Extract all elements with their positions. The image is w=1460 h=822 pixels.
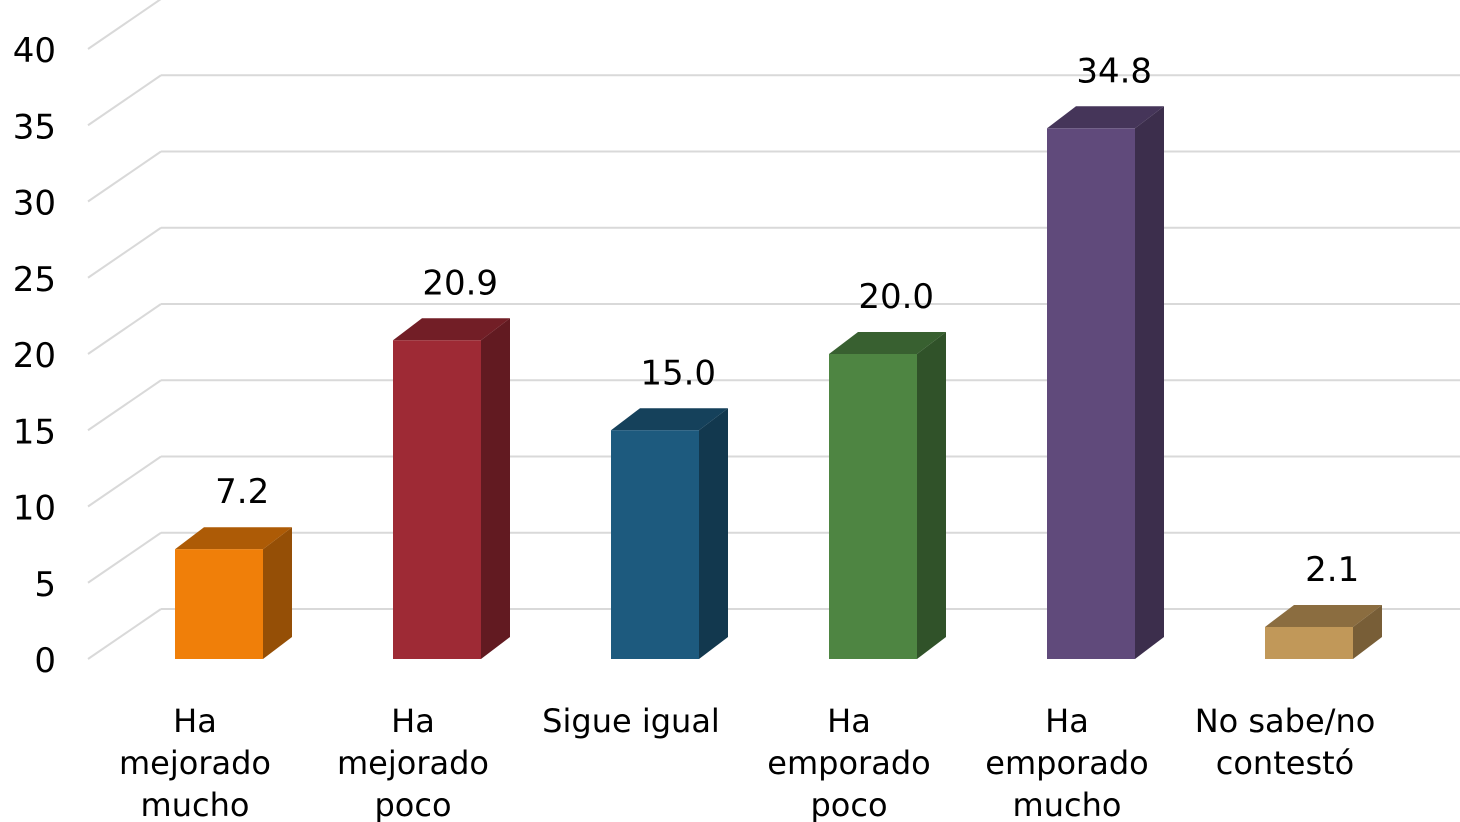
gridline-diagonal [87,0,162,50]
bars [175,106,1382,660]
x-axis: Ha mejorado mucho Ha mejorado poco Sigue igual… [119,702,1375,822]
gridline-diagonal [87,226,162,279]
bar-front [829,354,917,659]
x-tick-label: Sigue igual [542,702,720,740]
bar-front [393,340,481,659]
data-label: 20.0 [858,277,934,317]
x-tick-label: Ha mejorado mucho [119,702,271,822]
gridline-diagonal [87,379,162,432]
bar [393,318,510,659]
bar [1047,106,1164,660]
y-axis: 0 5 10 15 20 25 30 35 40 [13,31,56,681]
bar-front [1047,128,1135,660]
bar-top [1265,604,1382,627]
x-tick-label: Ha emporado poco [767,702,930,822]
x-tick-label: Ha mejorado poco [337,702,489,822]
bar-top [829,332,946,354]
data-label: 2.1 [1305,550,1359,590]
x-tick-label: No sabe/no contestó [1195,702,1376,782]
bar-top [393,318,510,341]
bar-side [1135,106,1164,660]
gridline-diagonal [87,608,162,660]
bar [175,527,292,659]
bar-front [611,430,699,659]
data-label: 34.8 [1076,51,1152,91]
y-tick-label: 40 [13,31,56,71]
bar-top [1047,106,1164,129]
bar [829,332,946,659]
gridlines [87,0,1460,660]
bar-side [263,527,292,659]
data-labels: 7.2 20.9 15.0 20.0 34.8 2.1 [215,51,1359,590]
bar-side [699,408,728,659]
gridline-diagonal [87,303,162,355]
bar-top [611,408,728,431]
bar-top [175,527,292,550]
y-tick-label: 0 [34,641,56,681]
data-label: 20.9 [422,263,498,303]
bar-side [1353,604,1382,659]
gridline-diagonal [87,74,162,127]
gridline-diagonal [87,150,162,203]
y-tick-label: 20 [13,336,56,376]
bar-side [481,318,510,659]
gridline-diagonal [87,455,162,508]
bar [1265,604,1382,659]
y-tick-label: 35 [13,107,56,147]
y-tick-label: 15 [13,412,56,452]
data-label: 15.0 [640,353,716,393]
y-tick-label: 30 [13,184,56,224]
x-tick-label: Ha emporado mucho [985,702,1148,822]
y-tick-label: 25 [13,260,56,300]
y-tick-label: 10 [13,489,56,529]
bar-front [1265,626,1353,659]
bar-side [917,332,946,659]
y-tick-label: 5 [34,565,56,605]
data-label: 7.2 [215,472,269,512]
bar [611,408,728,659]
bar-front [175,549,263,659]
gridline-diagonal [87,531,162,584]
